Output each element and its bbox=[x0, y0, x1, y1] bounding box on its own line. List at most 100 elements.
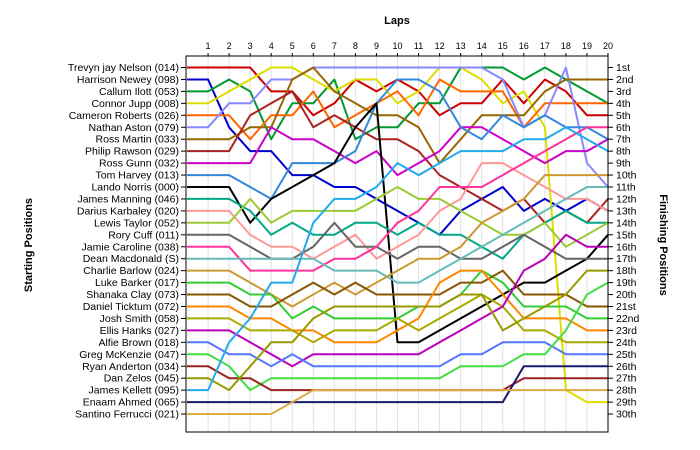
finishing-label: 9th bbox=[616, 158, 631, 170]
starting-label: Enaam Ahmed (065) bbox=[83, 397, 179, 409]
finishing-label: 29th bbox=[616, 397, 637, 409]
finishing-label: 27th bbox=[616, 373, 637, 385]
lap-tick-label: 11 bbox=[414, 41, 423, 51]
finishing-label: 12th bbox=[616, 193, 637, 205]
finishing-label: 30th bbox=[616, 409, 637, 421]
driver-line bbox=[187, 78, 608, 141]
lap-tick-label: 2 bbox=[227, 41, 232, 51]
finishing-position-labels: 1st2nd3rd4th5th6th7th8th9th10th11th12th1… bbox=[608, 62, 640, 421]
starting-label: Harrison Newey (098) bbox=[77, 74, 179, 86]
starting-label: Nathan Aston (079) bbox=[89, 122, 179, 134]
driver-line bbox=[187, 269, 608, 344]
finishing-label: 24th bbox=[616, 337, 637, 349]
starting-label: Ellis Hanks (027) bbox=[100, 325, 179, 337]
finishing-label: 1st bbox=[616, 62, 630, 74]
starting-label: Tom Harvey (013) bbox=[96, 170, 179, 182]
finishing-label: 8th bbox=[616, 146, 631, 158]
finishing-label: 26th bbox=[616, 361, 637, 373]
lap-tick-labels: 1 2 3 4 5 6 7 8 9 10 11 12 13 14 15 16 17 18 19 20 bbox=[206, 41, 613, 56]
starting-label: Lewis Taylor (052) bbox=[94, 217, 179, 229]
starting-label: James Kellett (095) bbox=[89, 385, 179, 397]
finishing-label: 13th bbox=[616, 205, 637, 217]
lap-tick-label: 3 bbox=[248, 41, 253, 51]
chart-title: Laps bbox=[384, 15, 410, 27]
lap-tick-label: 16 bbox=[519, 41, 529, 51]
lap-tick-label: 1 bbox=[206, 41, 211, 51]
lap-tick-label: 12 bbox=[435, 41, 445, 51]
starting-label: James Manning (046) bbox=[77, 193, 179, 205]
driver-line bbox=[187, 126, 608, 272]
starting-label: Lando Norris (000) bbox=[91, 182, 179, 194]
driver-line bbox=[187, 186, 609, 248]
finishing-label: 10th bbox=[616, 170, 637, 182]
driver-line bbox=[187, 365, 608, 404]
driver-line bbox=[187, 233, 608, 368]
starting-label: Alfie Brown (018) bbox=[98, 337, 179, 349]
starting-label: Dean Macdonald (S) bbox=[83, 253, 179, 265]
driver-line bbox=[187, 221, 608, 260]
right-axis-title: Finishing Positions bbox=[657, 194, 669, 295]
finishing-label: 25th bbox=[616, 349, 637, 361]
finishing-label: 5th bbox=[616, 110, 631, 122]
starting-label: Ross Martin (033) bbox=[96, 134, 179, 146]
driver-line bbox=[187, 102, 609, 344]
lap-tick-label: 18 bbox=[561, 41, 571, 51]
driver-line bbox=[187, 389, 608, 415]
lap-tick-label: 20 bbox=[603, 41, 613, 51]
lap-tick-label: 9 bbox=[374, 41, 379, 51]
starting-label: Ryan Anderton (034) bbox=[82, 361, 179, 373]
driver-position-lines bbox=[187, 66, 609, 415]
driver-line bbox=[187, 186, 608, 284]
finishing-label: 19th bbox=[616, 277, 637, 289]
starting-label: Greg McKenzie (047) bbox=[79, 349, 179, 361]
starting-label: Josh Smith (058) bbox=[100, 313, 179, 325]
starting-position-labels: Trevyn jay Nelson (014)Harrison Newey (0… bbox=[68, 62, 186, 421]
finishing-label: 17th bbox=[616, 253, 637, 265]
finishing-label: 28th bbox=[616, 385, 637, 397]
driver-line bbox=[187, 66, 609, 141]
finishing-label: 22nd bbox=[616, 313, 640, 325]
finishing-label: 18th bbox=[616, 265, 637, 277]
lap-tick-label: 13 bbox=[456, 41, 466, 51]
driver-line bbox=[187, 78, 609, 200]
lap-tick-label: 17 bbox=[540, 41, 550, 51]
starting-label: Luke Barker (017) bbox=[95, 277, 179, 289]
finishing-label: 16th bbox=[616, 241, 637, 253]
left-axis-title: Starting Positions bbox=[23, 198, 35, 292]
plot-frame bbox=[185, 55, 609, 433]
finishing-label: 6th bbox=[616, 122, 631, 134]
starting-label: Charlie Barlow (024) bbox=[83, 265, 179, 277]
starting-label: Philip Rawson (029) bbox=[85, 146, 179, 158]
lap-tick-label: 19 bbox=[582, 41, 592, 51]
finishing-label: 14th bbox=[616, 217, 637, 229]
lap-tick-label: 14 bbox=[477, 41, 487, 51]
lap-tick-label: 15 bbox=[498, 41, 508, 51]
starting-label: Santino Ferrucci (021) bbox=[75, 409, 179, 421]
starting-label: Jamie Caroline (038) bbox=[82, 241, 179, 253]
lap-tick-label: 6 bbox=[311, 41, 316, 51]
driver-line bbox=[187, 126, 609, 392]
starting-label: Trevyn jay Nelson (014) bbox=[68, 62, 179, 74]
starting-label: Ross Gunn (032) bbox=[99, 158, 179, 170]
finishing-label: 20th bbox=[616, 289, 637, 301]
driver-line bbox=[187, 66, 608, 404]
driver-line bbox=[187, 66, 608, 165]
driver-line bbox=[187, 126, 609, 177]
lap-tick-label: 7 bbox=[332, 41, 337, 51]
grid-lines bbox=[207, 56, 609, 432]
driver-line bbox=[187, 281, 609, 392]
finishing-label: 23rd bbox=[616, 325, 637, 337]
finishing-label: 3rd bbox=[616, 86, 631, 98]
finishing-label: 2nd bbox=[616, 74, 634, 86]
starting-label: Rory Cuff (011) bbox=[108, 229, 179, 241]
finishing-label: 15th bbox=[616, 229, 637, 241]
starting-label: Daniel Ticktum (072) bbox=[83, 301, 179, 313]
driver-line bbox=[187, 293, 608, 344]
starting-label: Cameron Roberts (026) bbox=[69, 110, 179, 122]
starting-label: Callum Ilott (053) bbox=[99, 86, 179, 98]
driver-line bbox=[187, 269, 608, 392]
finishing-label: 7th bbox=[616, 134, 631, 146]
finishing-label: 4th bbox=[616, 98, 631, 110]
starting-label: Darius Karbaley (020) bbox=[77, 205, 179, 217]
